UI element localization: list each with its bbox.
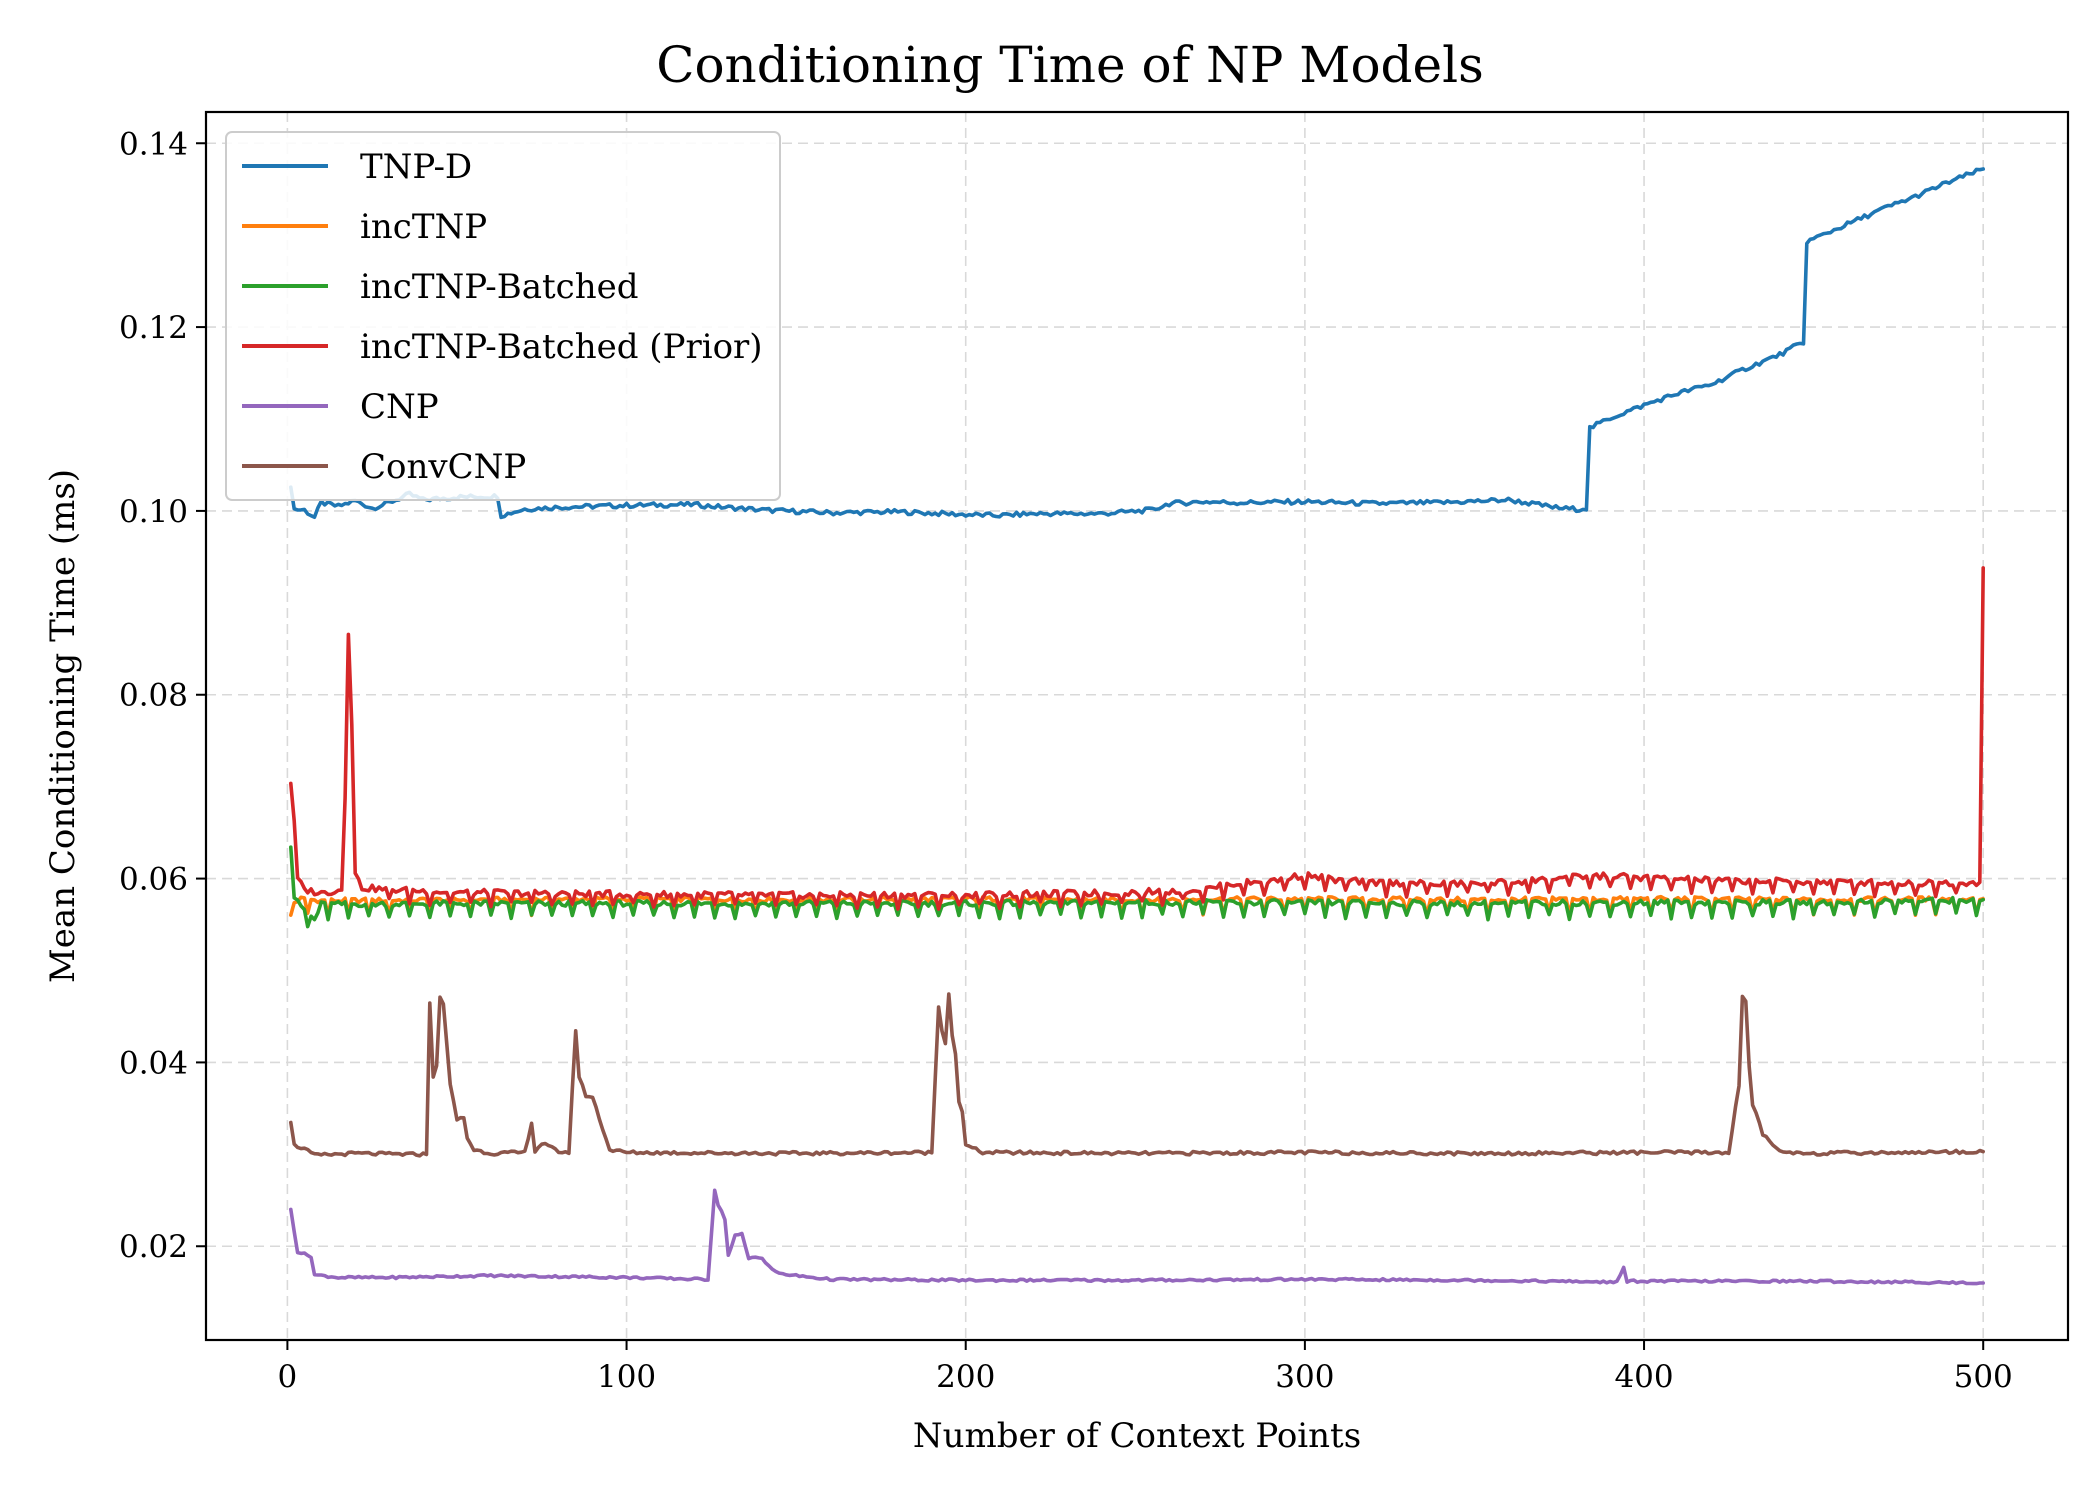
- chart-title: Conditioning Time of NP Models: [656, 36, 1484, 94]
- y-tick-label: 0.02: [119, 1229, 188, 1265]
- legend: TNP-D incTNP incTNP-Batched incTNP-Batched …: [225, 131, 781, 501]
- x-tick-label: 300: [1275, 1359, 1334, 1395]
- legend-label: incTNP: [360, 207, 487, 247]
- y-tick-label: 0.06: [119, 862, 188, 898]
- series-lines: [289, 167, 1985, 1286]
- series-line-inctnp-batched: [289, 845, 1985, 929]
- legend-label: incTNP-Batched (Prior): [360, 327, 763, 367]
- y-tick-label: 0.04: [119, 1045, 188, 1081]
- legend-label: incTNP-Batched: [360, 267, 639, 307]
- y-tick-label: 0.08: [119, 678, 188, 714]
- series-line-cnp: [289, 1188, 1985, 1286]
- legend-label: CNP: [360, 387, 439, 427]
- plot-area-frame: [204, 110, 2070, 1342]
- series-line-tnp-d: [289, 167, 1985, 520]
- x-tick-label: 0: [278, 1359, 298, 1395]
- series-line-inctnp-batched-prior: [289, 566, 1985, 911]
- x-axis-ticks: 0 100 200 300 400 500: [278, 1340, 2013, 1395]
- y-tick-label: 0.12: [119, 310, 188, 346]
- legend-label: ConvCNP: [360, 447, 526, 487]
- x-tick-label: 100: [597, 1359, 656, 1395]
- x-tick-label: 400: [1614, 1359, 1673, 1395]
- x-tick-label: 500: [1954, 1359, 2013, 1395]
- x-axis-label: Number of Context Points: [913, 1416, 1361, 1456]
- y-axis-ticks: 0.02 0.04 0.06 0.08 0.10 0.12 0.14: [119, 126, 206, 1265]
- y-tick-label: 0.14: [119, 126, 188, 162]
- legend-label: TNP-D: [360, 147, 472, 187]
- y-tick-label: 0.10: [119, 494, 188, 530]
- x-tick-label: 200: [936, 1359, 995, 1395]
- series-line-convcnp: [289, 992, 1985, 1158]
- legend-box: [225, 131, 781, 501]
- y-axis-label: Mean Conditioning Time (ms): [43, 469, 83, 983]
